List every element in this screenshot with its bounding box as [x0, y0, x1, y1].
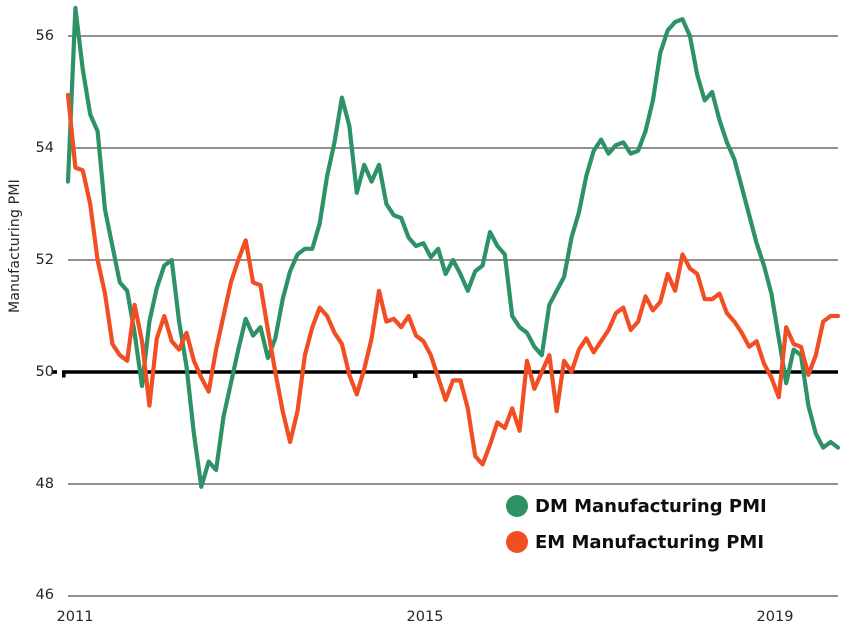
x-tick-2011: 2011: [56, 609, 94, 625]
y-tick-52: 52: [35, 252, 54, 268]
x-tick-mark-2015: [413, 373, 418, 378]
legend-label-em: EM Manufacturing PMI: [535, 531, 765, 553]
y-axis-title: Manufacturing PMI: [7, 179, 23, 313]
y-tick-48: 48: [35, 476, 54, 492]
y-tick-46: 46: [35, 587, 54, 603]
x-tick-2019: 2019: [756, 609, 794, 625]
dm-series-dot-icon: [506, 495, 528, 517]
legend: DM Manufacturing PMI EM Manufacturing PM…: [506, 495, 767, 553]
baseline-left-tick: [52, 370, 57, 374]
legend-item-em: EM Manufacturing PMI: [506, 531, 767, 553]
legend-item-dm: DM Manufacturing PMI: [506, 495, 767, 517]
y-tick-50: 50: [35, 364, 54, 380]
y-tick-56: 56: [35, 28, 54, 44]
em-pmi-line-series: [65, 92, 841, 467]
em-series-dot-icon: [506, 531, 528, 553]
legend-label-dm: DM Manufacturing PMI: [535, 495, 767, 517]
y-tick-54: 54: [35, 140, 54, 156]
baseline-start-tick: [62, 372, 66, 378]
dm-pmi-line-series: [65, 5, 841, 489]
x-tick-2015: 2015: [406, 609, 444, 625]
